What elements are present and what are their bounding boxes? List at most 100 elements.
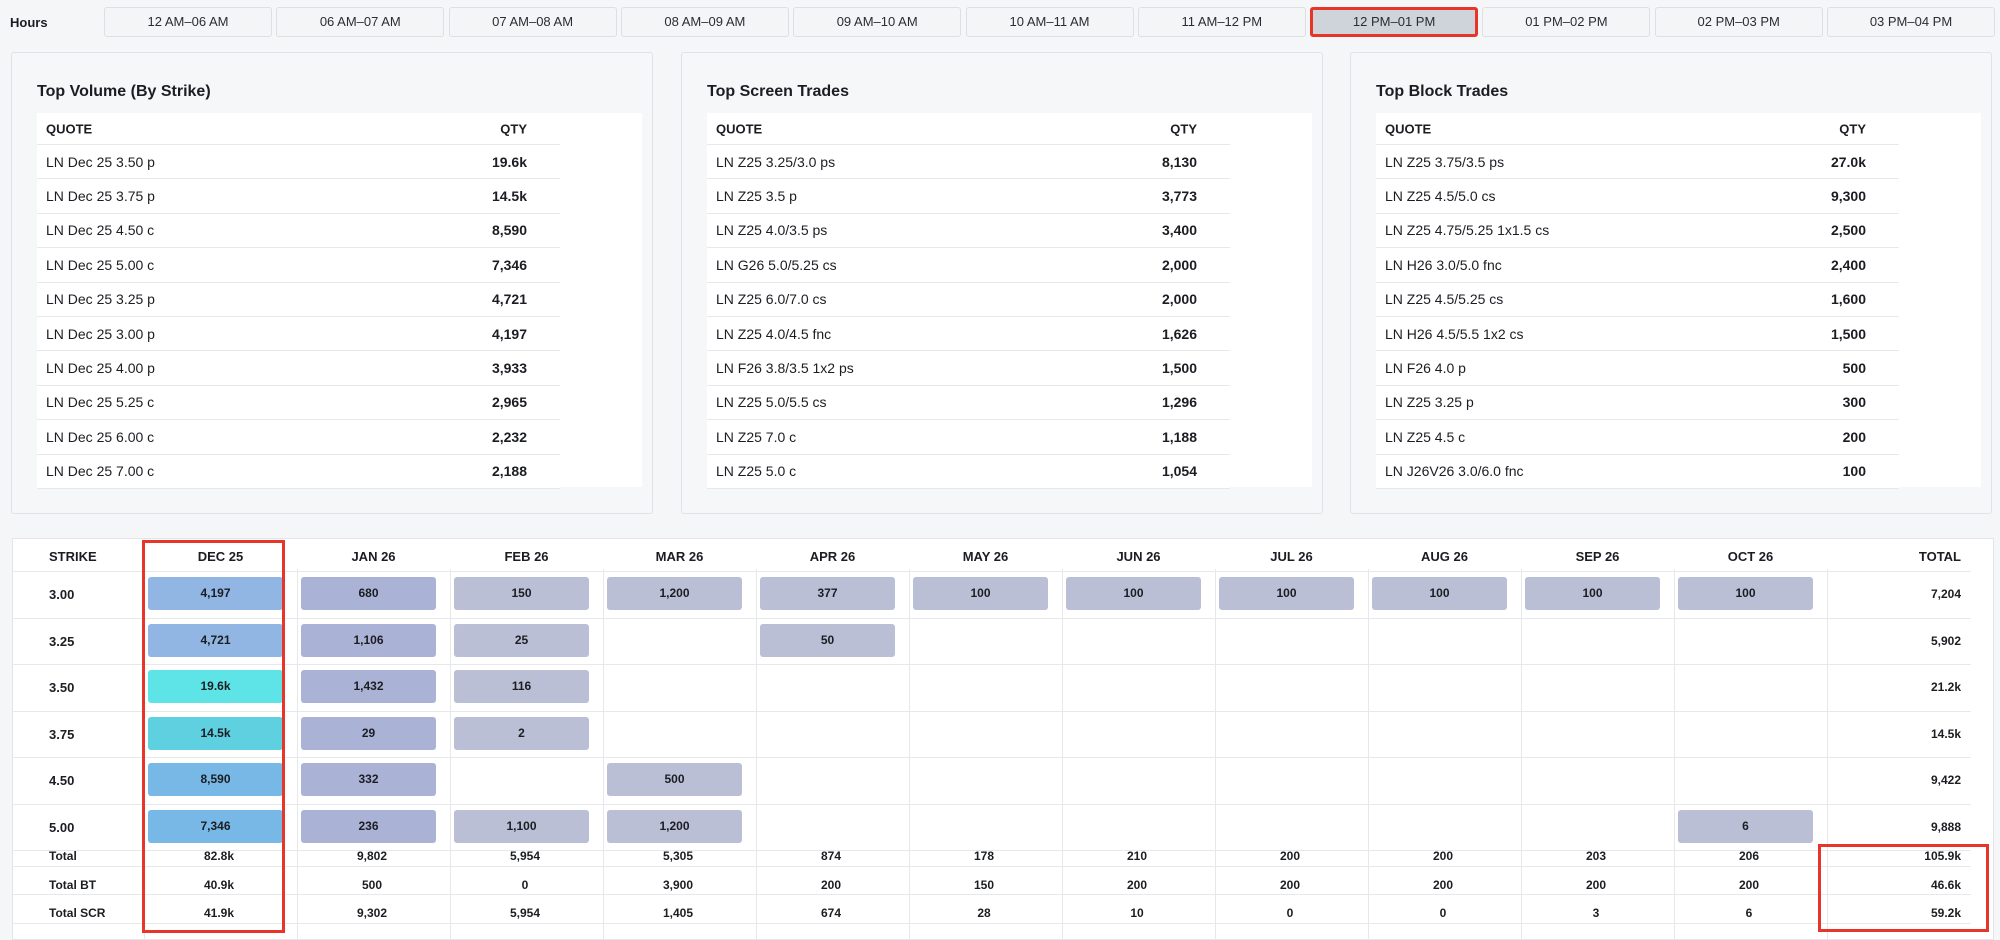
quote-cell: LN Z25 4.5 c (1385, 428, 1466, 445)
volume-cell[interactable]: 8,590 (148, 763, 283, 796)
table-row[interactable]: LN Dec 25 3.75 p 14.5k (37, 179, 560, 214)
hour-slot-button[interactable]: 12 AM–06 AM (104, 7, 272, 37)
volume-cell[interactable]: 1,200 (607, 577, 742, 610)
month-column-header[interactable]: JAN 26 (351, 549, 396, 564)
summary-cell: 200 (1432, 877, 1454, 892)
volume-cell[interactable]: 100 (1219, 577, 1354, 610)
quote-cell: LN Z25 5.0/5.5 cs (716, 394, 827, 411)
hour-slot-button[interactable]: 07 AM–08 AM (448, 7, 617, 37)
volume-cell[interactable]: 680 (301, 577, 436, 610)
table-row[interactable]: LN Z25 4.5/5.0 cs 9,300 (1376, 179, 1899, 214)
month-column-header[interactable]: FEB 26 (504, 549, 549, 564)
summary-cell: 5,305 (662, 849, 694, 863)
table-row[interactable]: LN Dec 25 3.50 p 19.6k (37, 145, 560, 180)
grid-divider (909, 569, 910, 940)
hour-slot-button[interactable]: 03 PM–04 PM (1827, 7, 1995, 37)
volume-cell[interactable]: 500 (607, 763, 742, 796)
hour-slot-button[interactable]: 09 AM–10 AM (793, 7, 962, 37)
hour-slot-button[interactable]: 01 PM–02 PM (1482, 7, 1651, 37)
volume-cell[interactable]: 100 (1372, 577, 1507, 610)
volume-cell[interactable]: 6 (1678, 809, 1813, 843)
month-column-header[interactable]: MAR 26 (655, 549, 704, 564)
volume-cell[interactable]: 100 (1525, 577, 1660, 610)
quote-cell: LN Z25 4.0/3.5 ps (716, 222, 828, 239)
volume-cell[interactable]: 150 (454, 577, 589, 610)
volume-cell[interactable]: 25 (454, 623, 589, 657)
volume-cell[interactable]: 100 (913, 577, 1048, 610)
table-row[interactable]: LN Z25 3.25 p 300 (1376, 385, 1899, 421)
table-row[interactable]: LN Z25 5.0/5.5 cs 1,296 (707, 385, 1230, 421)
volume-cell[interactable]: 236 (301, 809, 436, 843)
volume-cell[interactable]: 332 (301, 763, 436, 796)
volume-cell[interactable]: 50 (760, 623, 895, 657)
qty-cell: 1,626 (1161, 325, 1197, 342)
panel-title: Top Block Trades (1376, 83, 1509, 100)
month-column-header[interactable]: JUL 26 (1270, 549, 1313, 564)
summary-cell: 200 (1432, 849, 1454, 863)
table-row[interactable]: LN F26 4.0 p 500 (1376, 351, 1899, 386)
volume-cell[interactable]: 1,106 (301, 623, 436, 657)
table-row[interactable]: LN Dec 25 7.00 c 2,188 (37, 454, 560, 489)
table-row[interactable]: LN Z25 7.0 c 1,188 (707, 420, 1230, 455)
qty-cell: 2,965 (491, 394, 527, 411)
summary-cell: 82.8k (203, 849, 235, 863)
table-row[interactable]: LN Z25 3.25/3.0 ps 8,130 (707, 145, 1230, 180)
table-row[interactable]: LN Dec 25 4.50 c 8,590 (37, 213, 560, 249)
month-column-header[interactable]: JUN 26 (1116, 549, 1161, 564)
table-row[interactable]: LN Dec 25 4.00 p 3,933 (37, 351, 560, 386)
table-row[interactable]: LN Dec 25 5.00 c 7,346 (37, 248, 560, 283)
strike-label: 4.50 (49, 773, 75, 788)
table-row[interactable]: LN Z25 4.5/5.25 cs 1,600 (1376, 282, 1899, 317)
volume-cell[interactable]: 2 (454, 716, 589, 750)
table-row[interactable]: LN Z25 4.0/3.5 ps 3,400 (707, 213, 1230, 249)
table-row[interactable]: LN Z25 5.0 c 1,054 (707, 454, 1230, 489)
table-row[interactable]: LN F26 3.8/3.5 1x2 ps 1,500 (707, 351, 1230, 386)
volume-cell[interactable]: 19.6k (148, 670, 283, 703)
table-row[interactable]: LN Z25 4.5 c 200 (1376, 420, 1899, 455)
table-row[interactable]: LN G26 5.0/5.25 cs 2,000 (707, 248, 1230, 283)
table-row[interactable]: LN Dec 25 3.00 p 4,197 (37, 316, 560, 352)
month-column-header[interactable]: DEC 25 (197, 549, 244, 564)
month-column-header[interactable]: SEP 26 (1575, 549, 1620, 564)
summary-cell: 206 (1738, 849, 1760, 863)
volume-cell[interactable]: 100 (1066, 577, 1201, 610)
qty-cell: 1,054 (1161, 463, 1197, 480)
table-row[interactable]: LN J26V26 3.0/6.0 fnc 100 (1376, 454, 1899, 489)
table-row[interactable]: LN Dec 25 3.25 p 4,721 (37, 282, 560, 317)
volume-cell[interactable]: 14.5k (148, 716, 283, 750)
volume-cell[interactable]: 100 (1678, 577, 1813, 610)
table-row[interactable]: LN H26 3.0/5.0 fnc 2,400 (1376, 248, 1899, 283)
volume-cell[interactable]: 4,197 (148, 577, 283, 610)
hour-slot-button[interactable]: 02 PM–03 PM (1654, 7, 1823, 37)
table-row[interactable]: LN Dec 25 5.25 c 2,965 (37, 385, 560, 421)
hour-slot-button[interactable]: 12 PM–01 PM (1310, 7, 1479, 37)
table-row[interactable]: LN Z25 4.75/5.25 1x1.5 cs 2,500 (1376, 213, 1899, 249)
hour-slot-button[interactable]: 06 AM–07 AM (276, 7, 445, 37)
summary-label: Total SCR (49, 906, 106, 920)
quote-cell: LN Z25 5.0 c (716, 463, 797, 480)
month-column-header[interactable]: APR 26 (809, 549, 856, 564)
hour-slot-button[interactable]: 11 AM–12 PM (1137, 7, 1306, 37)
hour-slot-button[interactable]: 10 AM–11 AM (965, 7, 1134, 37)
volume-cell[interactable]: 4,721 (148, 623, 283, 657)
volume-cell[interactable]: 377 (760, 577, 895, 610)
table-header-row: QUOTE QTY (707, 113, 1230, 145)
volume-cell[interactable]: 29 (301, 716, 436, 750)
month-column-header[interactable]: MAY 26 (962, 549, 1009, 564)
table-row[interactable]: LN H26 4.5/5.5 1x2 cs 1,500 (1376, 316, 1899, 352)
summary-cell: 1,405 (662, 906, 694, 920)
qty-cell: 3,933 (491, 360, 527, 377)
table-row[interactable]: LN Z25 6.0/7.0 cs 2,000 (707, 282, 1230, 317)
volume-cell[interactable]: 1,432 (301, 670, 436, 703)
volume-cell[interactable]: 7,346 (148, 809, 283, 843)
table-row[interactable]: LN Z25 3.5 p 3,773 (707, 179, 1230, 214)
hour-slot-button[interactable]: 08 AM–09 AM (620, 7, 789, 37)
volume-cell[interactable]: 1,200 (607, 809, 742, 843)
table-row[interactable]: LN Dec 25 6.00 c 2,232 (37, 420, 560, 455)
month-column-header[interactable]: OCT 26 (1727, 549, 1774, 564)
month-column-header[interactable]: AUG 26 (1421, 549, 1468, 564)
volume-cell[interactable]: 116 (454, 670, 589, 703)
volume-cell[interactable]: 1,100 (454, 809, 589, 843)
table-row[interactable]: LN Z25 3.75/3.5 ps 27.0k (1376, 145, 1899, 180)
table-row[interactable]: LN Z25 4.0/4.5 fnc 1,626 (707, 316, 1230, 352)
